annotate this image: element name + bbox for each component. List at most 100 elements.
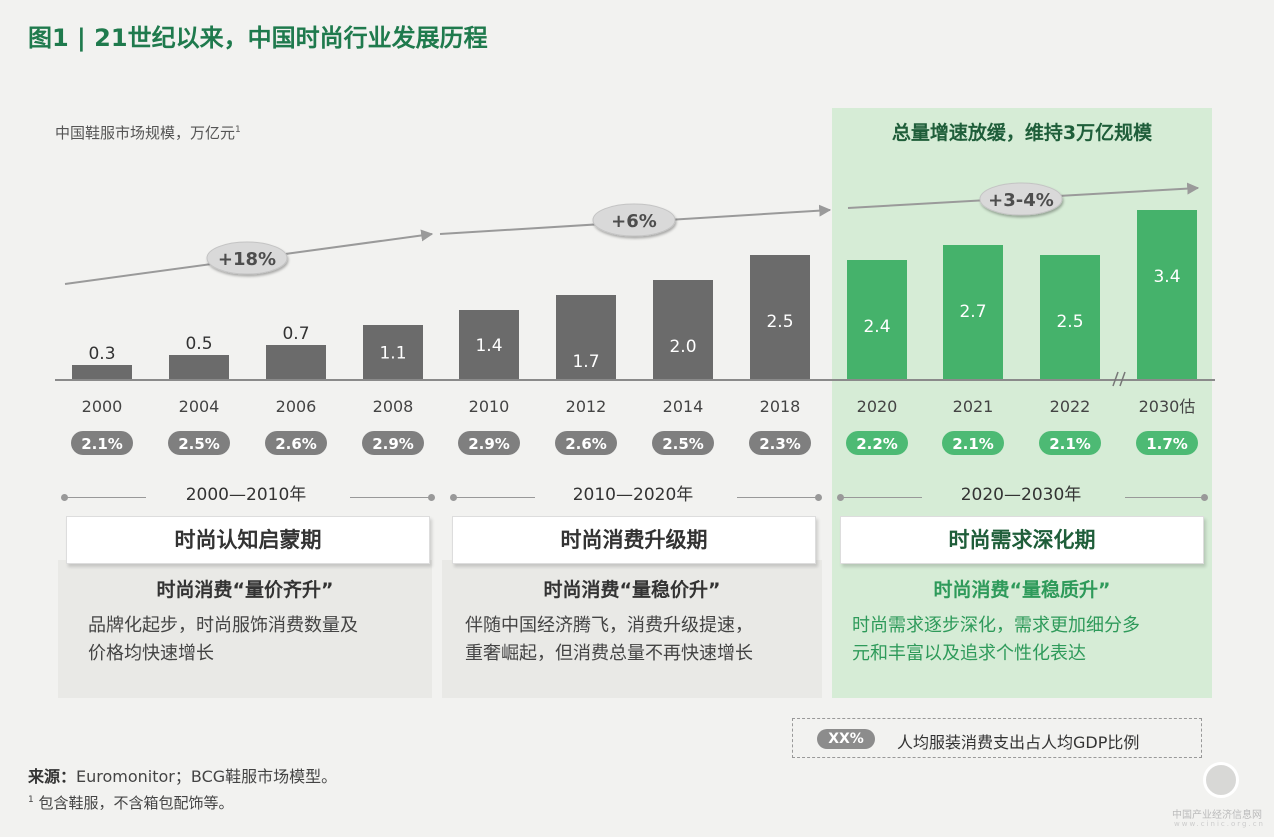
bar (847, 260, 907, 380)
ratio-pill-label: 2.2% (856, 435, 898, 453)
growth-annotation: +3-4% (988, 190, 1054, 211)
ratio-pill (265, 431, 327, 455)
ratio-pill (749, 431, 811, 455)
ratio-pill (555, 431, 617, 455)
bar (1137, 210, 1197, 380)
legend: XX% 人均服装消费支出占人均GDP比例 (792, 718, 1202, 758)
x-tick-label: 2021 (953, 397, 994, 416)
data-label: 0.5 (185, 334, 212, 354)
ratio-pill-label: 2.6% (565, 435, 607, 453)
growth-annotation: +6% (611, 211, 657, 232)
forecast-panel-title: 总量增速放缓，维持3万亿规模 (891, 122, 1153, 144)
y-axis-label: 中国鞋服市场规模，万亿元1 (55, 122, 241, 143)
period-3-line-right (1125, 497, 1203, 498)
ratio-pill-label: 2.5% (662, 435, 704, 453)
data-label: 2.0 (669, 337, 696, 357)
period-2-range: 2010—2020年 (572, 485, 694, 505)
ratio-pill-label: 2.9% (468, 435, 510, 453)
period-3-start-dot (837, 494, 844, 501)
ratio-pill (846, 431, 908, 455)
bar (459, 310, 519, 380)
data-label: 0.7 (282, 324, 309, 344)
data-label: 1.1 (379, 344, 406, 364)
data-label: 0.3 (88, 344, 115, 364)
bar (750, 255, 810, 380)
data-label: 2.5 (1056, 312, 1083, 332)
period-3-name: 时尚需求深化期 (840, 516, 1204, 564)
growth-annotation: +18% (218, 249, 276, 270)
period-1-description-line: 价格均快速增长 (88, 643, 214, 664)
growth-badge (979, 182, 1063, 216)
x-tick-label: 2014 (663, 397, 704, 416)
footnote: 1 包含鞋服，不含箱包配饰等。 (28, 792, 234, 813)
ratio-pill (168, 431, 230, 455)
ratio-pill-label: 2.6% (275, 435, 317, 453)
bar (943, 245, 1003, 380)
period-1-subtitle: 时尚消费“量价齐升” (156, 579, 334, 601)
x-tick-label: 2022 (1050, 397, 1091, 416)
period-3-subtitle: 时尚消费“量稳质升” (933, 579, 1111, 601)
data-label: 2.7 (959, 302, 986, 322)
legend-pill: XX% (817, 729, 875, 749)
data-label: 2.5 (766, 312, 793, 332)
growth-badge (592, 203, 676, 237)
bar (556, 295, 616, 380)
ratio-pill (458, 431, 520, 455)
x-tick-label: 2008 (373, 397, 414, 416)
period-1-line-right (350, 497, 430, 498)
bar-chart: 0.3 2000 2.1% 0.5 2004 2.5% 0.7 2006 2.6% 1.1 2008… (55, 182, 1215, 455)
ratio-pill (1136, 431, 1198, 455)
ratio-pill (942, 431, 1004, 455)
period-3-line-left (842, 497, 922, 498)
x-tick-label: 2004 (179, 397, 220, 416)
x-tick-label: 2000 (82, 397, 123, 416)
period-1-range: 2000—2010年 (185, 485, 307, 505)
bar (363, 325, 423, 380)
axis-break-mark (1112, 371, 1119, 387)
period-3-range: 2020—2030年 (960, 485, 1082, 505)
period-2-line-left (455, 497, 535, 498)
period-3-description: 时尚需求逐步深化，需求更加细分多 元和丰富以及追求个性化表达 (852, 612, 1202, 668)
data-label: 1.7 (572, 352, 599, 372)
period-1-line-left (66, 497, 146, 498)
y-axis-label-text: 中国鞋服市场规模，万亿元 (55, 124, 236, 142)
period-2-description-line: 伴随中国经济腾飞，消费升级提速， (465, 615, 753, 636)
period-1-name: 时尚认知启蒙期 (66, 516, 430, 564)
source-label: 来源： (28, 767, 77, 786)
x-tick-label: 2012 (566, 397, 607, 416)
ratio-pill-label: 2.3% (759, 435, 801, 453)
footnote-marker: 1 (28, 795, 34, 805)
source-text: Euromonitor；BCG鞋服市场模型。 (76, 767, 338, 786)
bar (653, 280, 713, 380)
bar (266, 345, 326, 380)
x-tick-label: 2006 (276, 397, 317, 416)
ratio-pill-label: 2.1% (1049, 435, 1091, 453)
period-1-start-dot (61, 494, 68, 501)
period-3-end-dot (1201, 494, 1208, 501)
x-tick-label: 2030估 (1139, 397, 1196, 416)
bar (169, 355, 229, 380)
source-line: 来源：Euromonitor；BCG鞋服市场模型。 (28, 763, 337, 787)
watermark-url: www.cinic.org.cn (1174, 820, 1265, 828)
period-1-description: 品牌化起步，时尚服饰消费数量及 价格均快速增长 (88, 612, 428, 668)
y-axis-label-footnote: 1 (235, 125, 241, 135)
period-1-description-line: 品牌化起步，时尚服饰消费数量及 (88, 615, 358, 636)
ratio-pill-label: 2.1% (81, 435, 123, 453)
period-2-start-dot (450, 494, 457, 501)
ratio-pill (1039, 431, 1101, 455)
ratio-pill (652, 431, 714, 455)
period-3-description-line: 元和丰富以及追求个性化表达 (852, 643, 1086, 664)
bar (72, 365, 132, 380)
watermark-text: 中国产业经济信息网 (1172, 810, 1262, 821)
x-tick-label: 2018 (760, 397, 801, 416)
data-label: 1.4 (475, 336, 502, 356)
ratio-pill-label: 2.9% (372, 435, 414, 453)
ratio-pill-label: 1.7% (1146, 435, 1188, 453)
ratio-pill-label: 2.5% (178, 435, 220, 453)
x-tick-label: 2010 (469, 397, 510, 416)
period-2-description-line: 重奢崛起，但消费总量不再快速增长 (465, 643, 753, 664)
figure-title: 图1 | 21世纪以来，中国时尚行业发展历程 (28, 24, 488, 52)
data-label: 3.4 (1153, 267, 1180, 287)
growth-badge (206, 241, 288, 275)
